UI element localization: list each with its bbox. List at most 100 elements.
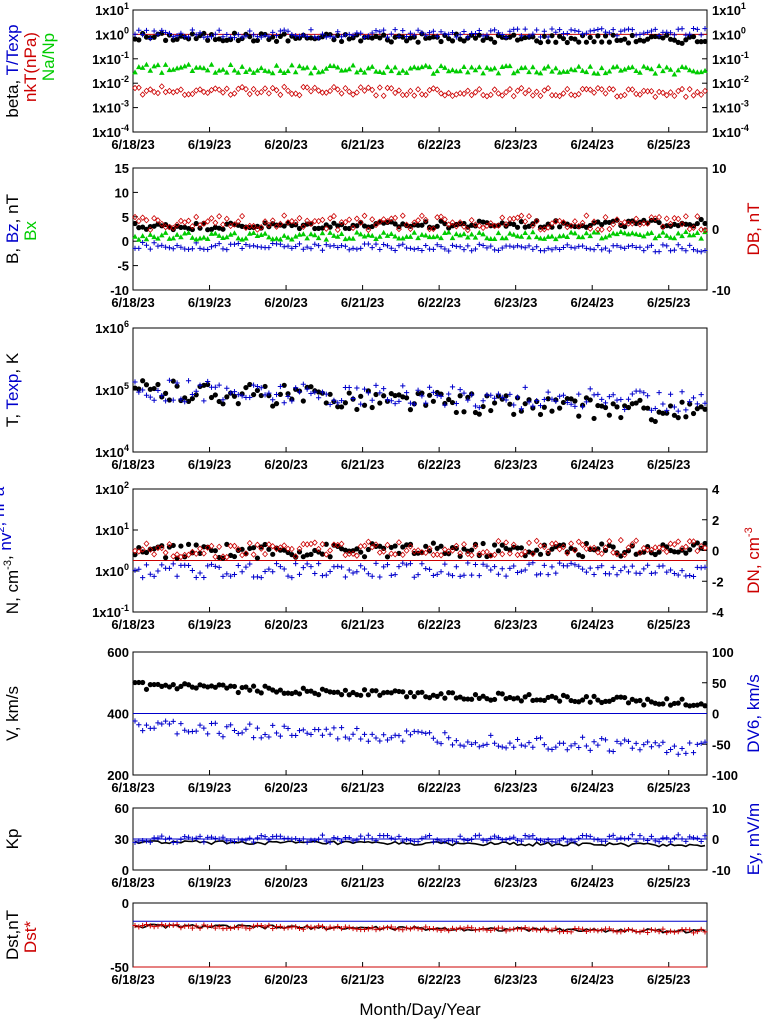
- data-point: [285, 68, 291, 74]
- data-point: [163, 37, 169, 43]
- data-point: [469, 925, 475, 931]
- data-point: [369, 86, 376, 94]
- data-point: [679, 246, 685, 252]
- data-point: [602, 838, 609, 844]
- data-point: [224, 685, 230, 691]
- data-point: [541, 543, 548, 551]
- data-point: [484, 741, 490, 747]
- data-point: [200, 220, 207, 227]
- data-point: [430, 389, 436, 395]
- data-point: [595, 391, 601, 397]
- data-point: [319, 89, 326, 96]
- data-point: [622, 564, 628, 570]
- data-point: [614, 738, 620, 744]
- data-point: [641, 405, 647, 411]
- data-point: [281, 232, 287, 238]
- data-point: [335, 543, 341, 550]
- data-point: [591, 218, 598, 225]
- data-point: [618, 28, 624, 34]
- data-point: [571, 547, 578, 554]
- data-point: [614, 33, 620, 39]
- data-point: [449, 242, 456, 248]
- data-point: [506, 85, 513, 93]
- data-point: [572, 741, 578, 747]
- data-point: [591, 571, 597, 578]
- data-point: [216, 232, 222, 238]
- data-point: [430, 28, 436, 34]
- data-point: [170, 922, 176, 928]
- data-point: [572, 245, 578, 251]
- x-tick-label: 6/18/23: [111, 780, 154, 795]
- data-point: [201, 30, 207, 37]
- data-point: [514, 545, 521, 551]
- data-point: [465, 696, 471, 702]
- data-point: [269, 217, 276, 224]
- data-point: [373, 68, 379, 74]
- data-point: [671, 37, 677, 43]
- data-point: [273, 561, 280, 567]
- data-point: [419, 247, 425, 254]
- data-point: [147, 394, 153, 400]
- data-point: [457, 833, 463, 839]
- data-point: [640, 220, 647, 227]
- y2-tick-label: 50: [712, 676, 726, 691]
- data-point: [449, 235, 456, 241]
- data-point: [304, 64, 310, 70]
- data-point: [664, 243, 670, 249]
- data-point: [599, 735, 605, 742]
- data-point: [373, 236, 379, 242]
- data-point: [178, 224, 184, 230]
- data-point: [277, 733, 283, 739]
- data-point: [461, 28, 467, 35]
- data-point: [155, 923, 161, 929]
- data-point: [350, 550, 356, 557]
- data-point: [151, 725, 157, 731]
- data-point: [300, 926, 306, 932]
- y2-axis-label: DV6, km/s: [744, 674, 763, 752]
- data-point: [430, 85, 437, 92]
- data-point: [193, 213, 200, 221]
- data-point: [549, 927, 555, 933]
- data-point: [181, 63, 188, 69]
- data-point: [591, 89, 598, 96]
- x-tick-label: 6/23/23: [494, 295, 537, 310]
- data-point: [308, 70, 314, 76]
- data-point: [671, 71, 678, 77]
- data-point: [461, 223, 467, 230]
- y2-tick-label: -10: [712, 863, 731, 878]
- data-point: [510, 92, 517, 100]
- data-point: [201, 398, 207, 404]
- data-point: [285, 545, 291, 552]
- data-point: [327, 87, 334, 95]
- data-point: [178, 64, 184, 70]
- data-point: [266, 224, 272, 230]
- data-point: [369, 731, 375, 737]
- data-point: [457, 925, 463, 931]
- data-point: [205, 924, 211, 930]
- data-point: [595, 26, 601, 33]
- data-point: [683, 838, 689, 844]
- data-point: [656, 549, 662, 555]
- y-axis-label: T, Texp, K: [3, 352, 22, 427]
- data-point: [327, 391, 333, 397]
- data-point: [300, 381, 306, 387]
- data-point: [595, 697, 601, 703]
- data-point: [193, 685, 199, 691]
- data-point: [357, 231, 364, 237]
- data-point: [671, 549, 677, 555]
- data-point: [667, 540, 674, 547]
- data-point: [568, 540, 575, 547]
- data-point: [514, 569, 521, 576]
- data-point: [587, 699, 593, 705]
- data-point: [675, 67, 682, 73]
- data-point: [177, 553, 184, 561]
- data-point: [411, 219, 418, 226]
- data-point: [618, 694, 624, 700]
- data-point: [377, 738, 383, 744]
- data-point: [228, 390, 234, 396]
- data-point: [618, 929, 624, 935]
- data-point: [442, 402, 448, 408]
- data-point: [568, 229, 574, 235]
- data-point: [189, 836, 195, 842]
- data-point: [227, 61, 234, 67]
